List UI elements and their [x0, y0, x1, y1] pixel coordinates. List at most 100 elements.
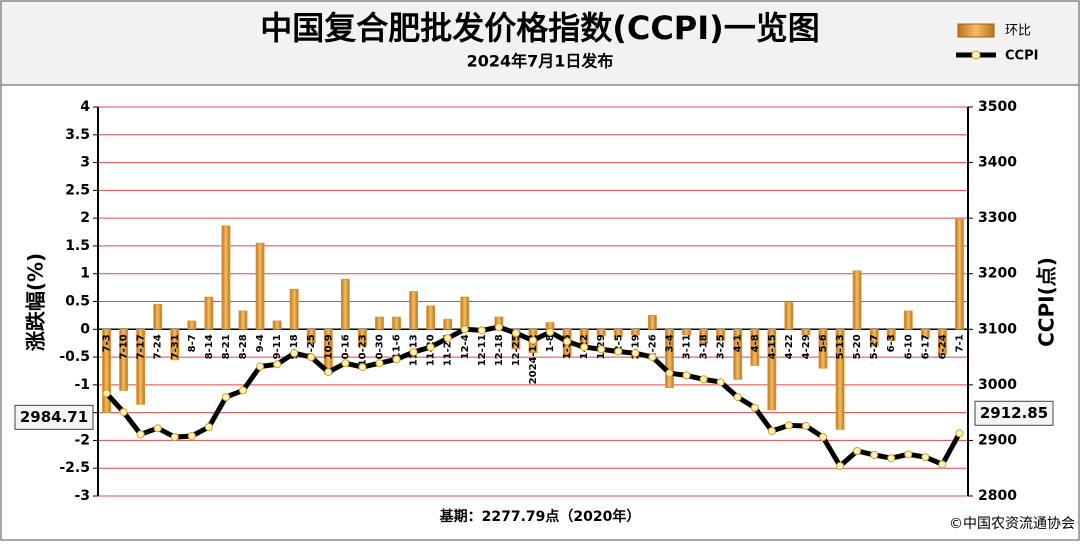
ccpi-point [170, 433, 179, 442]
x-tick-label: 3-4 [664, 334, 675, 352]
value-label: 2912.85 [980, 404, 1048, 422]
bar [767, 328, 777, 411]
ccpi-point [221, 393, 230, 402]
bar [955, 218, 964, 330]
bar [306, 328, 316, 344]
bar [648, 314, 657, 330]
x-tick-label: 7-10 [119, 334, 130, 359]
x-tick-label: 7-17 [136, 334, 147, 359]
y2-tick-label: 3500 [978, 99, 1017, 115]
x-tick-label: 5-6 [818, 334, 829, 352]
ccpi-point [256, 362, 265, 371]
ccpi-point [443, 334, 452, 343]
ccpi-point [750, 403, 759, 412]
ccpi-point [887, 454, 896, 463]
x-tick-label: 5-20 [852, 334, 863, 359]
y-tick-label: 0 [80, 321, 90, 337]
ccpi-point [511, 329, 520, 338]
bar [460, 296, 470, 330]
ccpi-point [273, 360, 282, 369]
x-tick-label: 9-18 [289, 334, 300, 359]
bar [733, 328, 743, 380]
x-tick-label: 12-4 [460, 334, 471, 359]
ccpi-point [682, 371, 691, 380]
x-tick-label: 12-25 [511, 334, 522, 366]
y-tick-label: 4 [80, 99, 90, 115]
x-tick-label: 9-25 [306, 334, 317, 359]
x-tick-label: 8-7 [187, 334, 198, 352]
ccpi-point [648, 353, 657, 362]
bar [665, 328, 674, 389]
bar [784, 302, 794, 330]
ccpi-point [921, 453, 930, 462]
ccpi-point [324, 368, 333, 377]
value-label: 2984.71 [20, 408, 88, 426]
ccpi-point [392, 355, 401, 364]
x-tick-label: 4-22 [784, 334, 795, 359]
y-axis-label: 涨跌幅(%) [24, 253, 48, 351]
ccpi-point [426, 343, 435, 352]
x-tick-label: 12-18 [494, 334, 505, 366]
ccpi-point [477, 326, 486, 335]
ccpi-point [460, 325, 469, 334]
ccpi-point [699, 375, 708, 384]
y-tick-label: 2.5 [65, 182, 90, 198]
ccpi-point [529, 336, 537, 345]
y-tick-label: -2 [74, 432, 90, 448]
ccpi-point [733, 393, 742, 402]
bar [835, 328, 845, 430]
ccpi-point [341, 359, 350, 368]
bar [920, 328, 930, 339]
y2-tick-label: 3300 [978, 210, 1017, 226]
y-tick-label: 1.5 [65, 238, 90, 254]
x-tick-label: 7-24 [153, 334, 164, 359]
x-tick-label: 4-15 [767, 334, 778, 359]
x-tick-label: 7-3 [102, 334, 113, 352]
ccpi-point [102, 389, 111, 398]
x-tick-label: 8-21 [221, 334, 232, 359]
ccpi-point [955, 429, 964, 438]
header-frame [0, 0, 1080, 86]
chart-title: 中国复合肥批发价格指数(CCPI)一览图 [260, 9, 820, 47]
ccpi-point [716, 378, 725, 387]
y-tick-label: 2 [80, 210, 90, 226]
bar [358, 328, 367, 347]
footer-note: 基期：2277.79点（2020年） [440, 508, 641, 525]
x-tick-label: 6-10 [903, 334, 914, 359]
ccpi-point [836, 461, 845, 470]
value-label-box [974, 400, 1054, 426]
bar [869, 328, 879, 347]
ccpi-point [119, 408, 128, 417]
ccpi-point [665, 369, 674, 378]
y2-tick-label: 3100 [978, 321, 1017, 337]
ccpi-point [614, 347, 623, 356]
x-tick-label: 4-1 [733, 334, 744, 352]
bar [102, 328, 111, 414]
bar [426, 305, 436, 330]
ccpi-point [187, 431, 196, 440]
x-tick-label: 10-30 [374, 334, 385, 366]
bar [750, 328, 760, 366]
ccpi-point [631, 349, 640, 358]
bar [716, 328, 726, 341]
ccpi-point [784, 421, 793, 430]
x-tick-label: 9-11 [272, 334, 283, 359]
plot-frame [0, 84, 1080, 541]
ccpi-point [358, 363, 367, 372]
x-tick-label: 10-9 [323, 334, 334, 359]
bar [204, 296, 214, 330]
x-tick-label: 1-8 [545, 334, 556, 352]
y2-tick-label: 3400 [978, 155, 1017, 171]
legend-dot-icon [971, 50, 981, 60]
x-tick-label: 2-19 [630, 334, 641, 359]
x-tick-label: 7-1 [954, 334, 965, 352]
y-tick-label: -1 [74, 377, 90, 393]
bar [289, 288, 299, 330]
bar [375, 316, 384, 330]
bar [255, 242, 265, 330]
ccpi-point [375, 359, 384, 368]
ccpi-point [819, 433, 827, 442]
y-tick-label: -0.5 [59, 349, 90, 365]
x-tick-label: 2024-1-2 [528, 334, 539, 384]
